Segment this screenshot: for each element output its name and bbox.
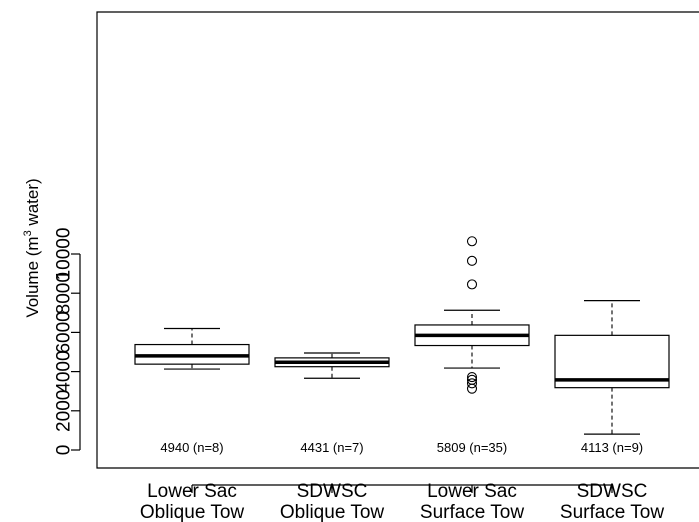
x-category-label-line2: Oblique Tow [280,502,384,522]
plot-border [96,11,699,469]
x-category-label-line2: Oblique Tow [140,502,244,522]
y-tick-label: 8000 [54,272,75,314]
outlier-point [466,383,478,394]
plot-frame [96,11,699,469]
box-data-label: 4431 (n=7) [300,440,363,455]
y-tick-label: 4000 [54,350,75,392]
y-axis-title: Volume (m3 water) [22,178,42,317]
outlier-point [466,236,478,247]
x-category-label-line1: Lower Sac [427,481,517,502]
y-tick-label: 0 [54,445,75,456]
data-labels: 4940 (n=8) 4431 (n=7) 5809 (n=35) 4113 (n=9… [160,440,643,455]
y-tick-label: 2000 [54,390,75,432]
y-tick-label: 10000 [54,228,75,281]
x-category-label-line2: Surface Tow [420,502,524,522]
outlier-point [466,279,478,290]
x-category-label-line1: Lower Sac [147,481,237,502]
box-data-label: 4113 (n=9) [581,440,643,455]
box-data-label: 5809 (n=35) [437,440,507,455]
box-series [134,236,670,435]
box-group [134,327,250,370]
outlier-point [466,372,478,383]
outlier-point [466,255,478,266]
box-group [414,236,530,394]
box-data-label: 4940 (n=8) [160,440,223,455]
y-tick-label: 6000 [54,311,75,353]
box-group [554,300,670,435]
y-axis-title-prefix: Volume (m [23,236,42,317]
y-axis-title-suffix: water) [23,178,42,230]
x-category-label-line2: Surface Tow [560,502,664,522]
y-axis-title-superscript: 3 [22,230,34,236]
x-category-label-line1: SDWSC [577,481,648,502]
x-category-label-line1: SDWSC [297,481,368,502]
outlier-point [466,378,478,389]
box-group [274,352,390,379]
